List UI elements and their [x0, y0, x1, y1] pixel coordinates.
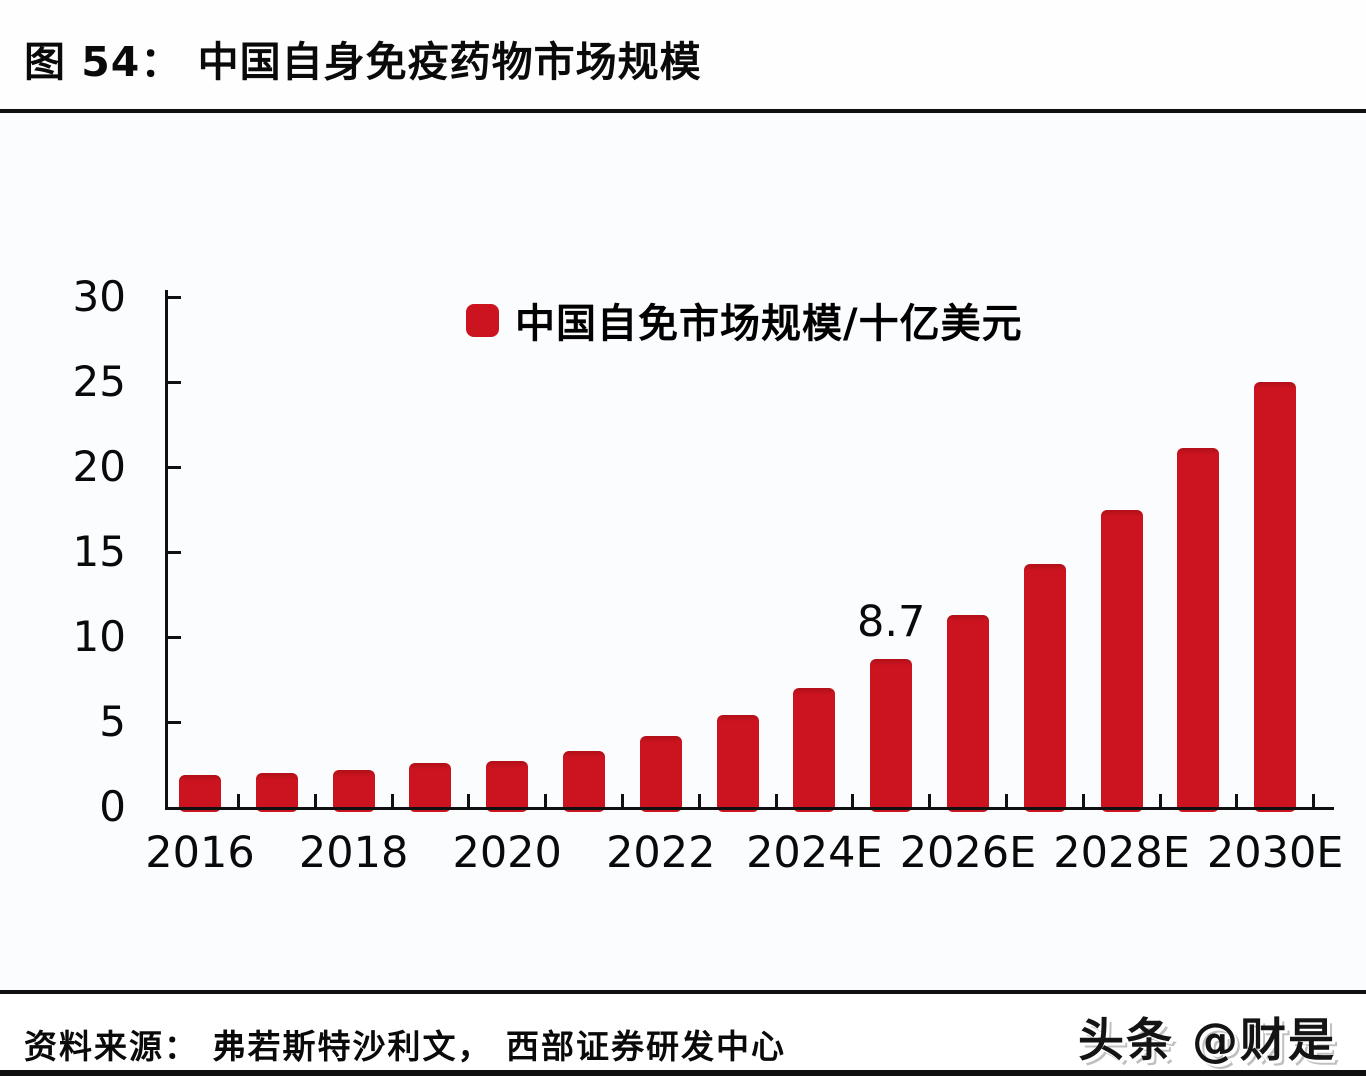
bar-value-label: 8.7: [856, 597, 926, 648]
source-note: 资料来源： 弗若斯特沙利文， 西部证券研发中心: [24, 1027, 786, 1066]
legend-label: 中国自免市场规模/十亿美元: [515, 301, 1023, 347]
y-tick-label: 0: [99, 782, 126, 831]
bar-2029: [1177, 448, 1220, 812]
bottom-edge-line: [0, 1070, 1366, 1076]
y-tick-label: 15: [72, 527, 126, 576]
bar-2017: [255, 773, 298, 812]
y-tick: [165, 720, 181, 724]
x-tick: [1081, 794, 1085, 808]
x-tick-label: 2018: [298, 828, 409, 878]
x-tick-label: 2022: [606, 828, 716, 878]
x-tick-label: 2016: [145, 828, 255, 878]
x-tick-label: 2028E: [1053, 828, 1190, 878]
x-tick: [1235, 794, 1239, 808]
bar-2030: [1254, 382, 1297, 812]
bar-2025: [870, 659, 913, 812]
y-tick-label: 10: [72, 612, 126, 661]
x-tick: [1158, 794, 1162, 808]
x-tick: [544, 794, 548, 808]
bar-2020: [486, 761, 529, 812]
x-tick-label: 2030E: [1206, 828, 1344, 878]
x-tick: [620, 794, 624, 808]
x-tick: [774, 794, 778, 808]
bar-2023: [716, 715, 759, 812]
bar-2026: [947, 614, 989, 812]
y-tick-label: 25: [72, 357, 126, 406]
x-tick: [697, 794, 701, 808]
figure-title: 图 54： 中国自身免疫药物市场规模: [24, 38, 702, 86]
y-tick: [165, 465, 181, 469]
title-divider: [0, 109, 1366, 113]
y-axis-line: [165, 290, 168, 810]
x-tick-label: 2026E: [899, 828, 1037, 878]
x-tick-label: 2020: [452, 828, 562, 878]
y-tick-label: 20: [72, 442, 126, 491]
x-tick: [313, 794, 317, 808]
x-tick: [928, 794, 932, 808]
x-tick: [390, 794, 394, 808]
watermark: 头条 @财是: [1077, 1013, 1336, 1067]
bar-2016: [179, 774, 221, 812]
bar-2022: [639, 735, 682, 812]
legend-marker-icon: [466, 303, 499, 337]
x-tick-label: 2024E: [746, 828, 883, 878]
x-tick: [467, 794, 471, 808]
bar-2027: [1023, 563, 1066, 812]
y-tick: [165, 295, 181, 299]
source-divider: [0, 990, 1366, 994]
bar-2024: [793, 688, 836, 812]
y-tick-label: 5: [99, 697, 126, 746]
bar-2028: [1100, 509, 1143, 812]
x-tick: [1004, 794, 1008, 808]
y-tick: [165, 550, 181, 554]
y-tick-label: 30: [72, 272, 126, 321]
x-axis-line: [165, 807, 1334, 810]
bar-2019: [409, 762, 452, 812]
x-tick: [851, 794, 855, 808]
y-tick: [165, 380, 181, 384]
x-tick: [1312, 794, 1316, 808]
legend: 中国自免市场规模/十亿美元: [466, 291, 1023, 349]
x-tick: [236, 794, 240, 808]
title-band: 图 54： 中国自身免疫药物市场规模: [0, 0, 1366, 109]
bar-2021: [563, 750, 605, 812]
y-tick: [165, 635, 181, 639]
bar-2018: [332, 769, 375, 812]
